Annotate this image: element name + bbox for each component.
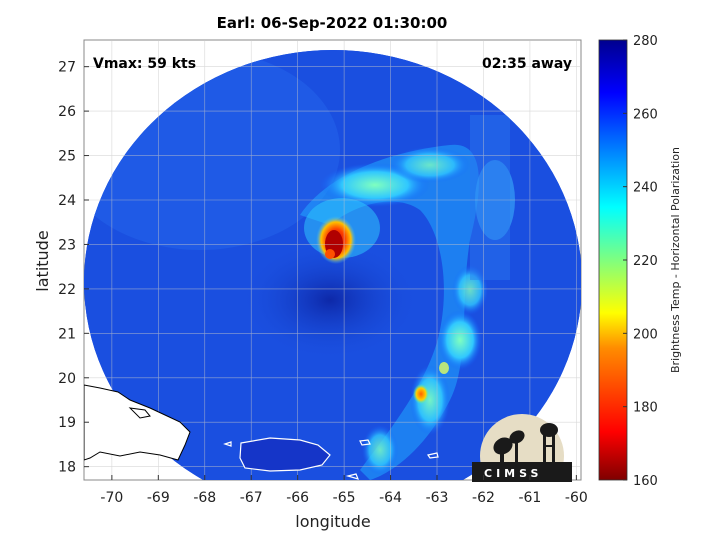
y-tick-label: 27	[58, 60, 76, 76]
y-tick-label: 19	[58, 415, 76, 431]
rainband-hotspot	[413, 362, 449, 404]
y-tick-label: 20	[58, 371, 76, 387]
colorbar-label: Brightness Temp - Horizontal Polarizatio…	[669, 147, 682, 373]
chart-title: Earl: 06-Sep-2022 01:30:00	[216, 14, 448, 32]
colorbar-tick-label: 200	[633, 327, 658, 342]
y-tick-label: 21	[58, 326, 76, 342]
x-tick-label: -63	[426, 490, 449, 506]
x-tick-label: -61	[518, 490, 541, 506]
y-tick-label: 25	[58, 149, 76, 165]
water-tower-icon	[540, 423, 558, 464]
y-axis-label: latitude	[33, 230, 52, 291]
colorbar: 160 180 200 220 240 260 280 Brightness Temp - …	[598, 34, 682, 489]
x-axis-label: longitude	[295, 512, 370, 531]
y-tick-label: 26	[58, 104, 76, 120]
y-tick-label: 24	[58, 193, 76, 209]
puerto-rico-outline	[239, 437, 331, 472]
x-tick-label: -60	[565, 490, 588, 506]
logo-text: CIMSS	[484, 467, 542, 480]
x-tick-label: -69	[147, 490, 170, 506]
y-tick-label: 23	[58, 237, 76, 253]
y-tick-label: 18	[58, 460, 76, 476]
grid-lines	[84, 40, 581, 480]
cimss-logo: CIMSS	[472, 414, 572, 482]
x-tick-label: -65	[333, 490, 356, 506]
x-tick-label: -70	[100, 490, 123, 506]
colorbar-tick-label: 280	[633, 34, 658, 49]
x-tick-label: -66	[286, 490, 309, 506]
colorbar-tick-label: 240	[633, 181, 658, 196]
time-away-label: 02:35 away	[482, 56, 572, 72]
x-tick-label: -67	[240, 490, 263, 506]
y-tick-label: 22	[58, 282, 76, 298]
x-tick-label: -68	[193, 490, 216, 506]
x-tick-label: -62	[472, 490, 495, 506]
x-axis: -70 -69 -68 -67 -66 -65 -64 -63 -62 -61 -60	[100, 475, 588, 506]
colorbar-tick-label: 220	[633, 254, 658, 269]
vmax-label: Vmax: 59 kts	[93, 56, 196, 72]
colorbar-gradient	[598, 39, 628, 481]
hispaniola-outline	[84, 384, 191, 461]
eye-warm-core	[304, 198, 380, 264]
satellite-dish-icon	[493, 430, 525, 464]
x-tick-label: -64	[379, 490, 402, 506]
colorbar-tick-label: 260	[633, 107, 658, 122]
colorbar-tick-label: 180	[633, 401, 658, 416]
y-axis: 18 19 20 21 22 23 24 25 26 27	[58, 60, 89, 476]
colorbar-tick-label: 160	[633, 474, 658, 489]
coastlines	[223, 437, 439, 480]
